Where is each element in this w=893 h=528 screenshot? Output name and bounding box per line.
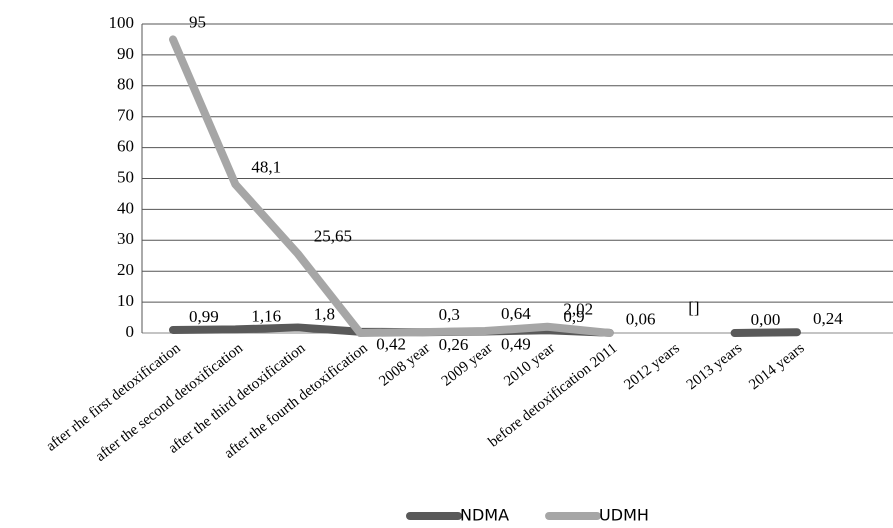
x-tick-label: before detoxification 2011 <box>486 340 621 450</box>
legend: NDMA UDMH <box>406 506 649 525</box>
legend-label: NDMA <box>460 506 509 525</box>
data-label: 2,02 <box>563 300 593 319</box>
y-tick-label: 50 <box>117 167 134 186</box>
legend-label: UDMH <box>599 506 649 525</box>
data-label: 0,42 <box>376 335 406 354</box>
data-label: 0,99 <box>189 307 219 326</box>
data-label: 95 <box>189 12 206 31</box>
data-label: 0,49 <box>501 334 531 353</box>
x-tick-label: 2012 years <box>621 340 683 393</box>
data-label: [] <box>688 298 699 317</box>
data-label: 0,9 <box>563 307 584 326</box>
y-tick-label: 0 <box>126 322 135 341</box>
data-label: 0,3 <box>439 305 460 324</box>
y-tick-label: 70 <box>117 106 134 125</box>
y-tick-label: 40 <box>117 198 134 217</box>
y-tick-label: 30 <box>117 229 134 248</box>
series-line <box>169 35 614 337</box>
y-tick-label: 100 <box>109 13 135 32</box>
y-tick-label: 10 <box>117 291 134 310</box>
data-label: 0,06 <box>626 310 656 329</box>
y-tick-label: 90 <box>117 44 134 63</box>
data-label: 0,00 <box>751 310 781 329</box>
y-tick-label: 80 <box>117 75 134 94</box>
data-label: 0,26 <box>439 335 469 354</box>
x-tick-label: 2014 years <box>746 340 808 393</box>
data-label: 1,8 <box>314 304 335 323</box>
data-label: 25,65 <box>314 227 352 246</box>
series-line <box>730 328 801 337</box>
data-label: 1,16 <box>251 306 281 325</box>
x-tick-label: 2013 years <box>684 340 746 393</box>
data-label: 48,1 <box>251 157 281 176</box>
data-label: 0,24 <box>813 309 843 328</box>
y-tick-label: 20 <box>117 260 134 279</box>
data-label: 0,64 <box>501 304 531 323</box>
y-tick-label: 60 <box>117 137 134 156</box>
